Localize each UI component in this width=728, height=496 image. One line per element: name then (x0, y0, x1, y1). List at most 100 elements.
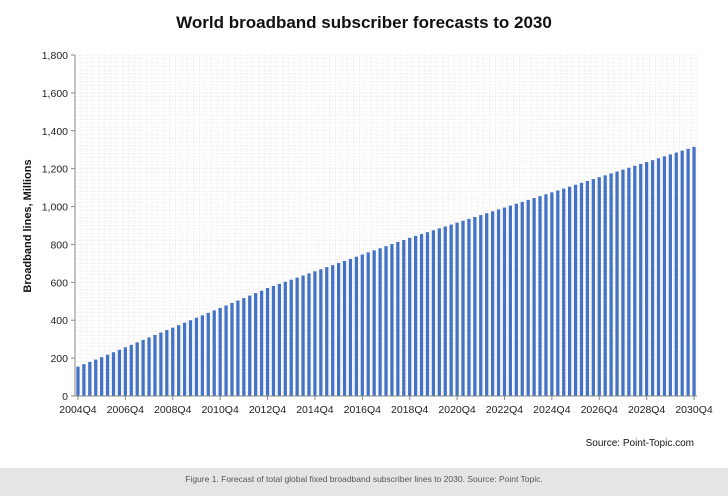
y-tick-label: 0 (62, 391, 68, 403)
bar-2022Q1 (485, 213, 489, 396)
bar-2008Q4 (171, 327, 175, 396)
x-tick-label: 2016Q4 (344, 404, 382, 416)
y-axis-ticks: 0 200 400 600 800 1,000 1,200 1,400 1,600 1,800 (42, 50, 75, 403)
x-tick-label: 2004Q4 (59, 404, 97, 416)
bar-2006Q2 (111, 352, 116, 396)
bar-2020Q1 (437, 228, 441, 396)
bar-2012Q2 (254, 293, 258, 396)
bar-2007Q2 (135, 342, 139, 396)
bar-2028Q3 (639, 163, 643, 396)
bar-2022Q3 (496, 209, 501, 396)
bar-2022Q4 (502, 207, 507, 396)
bar-2005Q3 (94, 359, 98, 396)
x-tick-label: 2006Q4 (107, 404, 145, 416)
bar-2020Q2 (443, 226, 447, 396)
chart-axes (74, 55, 697, 397)
bar-2017Q1 (366, 252, 370, 396)
bar-2021Q4 (479, 215, 483, 396)
bar-2028Q4 (645, 162, 649, 396)
y-tick-label: 1,200 (42, 164, 68, 176)
bar-2015Q2 (325, 267, 329, 396)
x-axis-ticks: 2004Q4 2006Q4 2008Q4 2010Q4 2012Q4 2014Q4 2016… (59, 396, 713, 416)
bar-2019Q1 (413, 235, 418, 396)
bar-2015Q1 (319, 269, 323, 396)
bar-2016Q2 (348, 258, 353, 396)
bar-2008Q2 (159, 332, 163, 396)
bar-2025Q3 (568, 186, 572, 396)
bar-2026Q2 (585, 180, 590, 396)
bar-2013Q3 (283, 281, 287, 396)
bar-chart: 0 200 400 600 800 1,000 1,200 1,400 1,600 1,800 2… (42, 50, 713, 416)
bar-2012Q1 (248, 295, 252, 396)
bar-2011Q4 (242, 298, 246, 396)
bar-2026Q3 (591, 179, 595, 396)
bar-2005Q4 (100, 357, 104, 396)
bar-2023Q3 (520, 201, 524, 396)
chart-panel: World broadband subscriber forecasts to … (22, 13, 713, 449)
bar-2009Q4 (194, 317, 199, 396)
bar-2010Q2 (206, 312, 210, 396)
bar-2022Q2 (490, 211, 495, 396)
bar-2014Q2 (301, 275, 305, 396)
bar-2027Q4 (621, 169, 625, 396)
bar-2016Q1 (342, 260, 347, 396)
caption-bar: Figure 1. Forecast of total global fixed… (0, 468, 728, 496)
bar-2030Q3 (686, 148, 690, 396)
y-tick-label: 1,800 (42, 50, 68, 62)
bar-2011Q3 (236, 300, 240, 396)
bar-2015Q4 (336, 263, 341, 396)
x-tick-label: 2022Q4 (486, 404, 524, 416)
y-tick-label: 800 (50, 239, 68, 251)
bar-2009Q3 (188, 320, 193, 396)
bar-2024Q1 (532, 198, 536, 396)
bar-2016Q3 (354, 256, 359, 396)
bar-2029Q3 (662, 156, 667, 396)
x-tick-label: 2018Q4 (391, 404, 429, 416)
bar-2010Q3 (212, 310, 216, 396)
bar-2011Q1 (224, 305, 228, 396)
bar-2013Q2 (277, 283, 282, 396)
bar-2029Q1 (650, 160, 655, 396)
chart-bars (76, 146, 696, 396)
y-tick-label: 1,000 (42, 202, 68, 214)
bar-2024Q3 (544, 194, 548, 396)
bar-2019Q3 (425, 232, 430, 396)
chart-title: World broadband subscriber forecasts to … (176, 13, 552, 32)
bar-2027Q3 (615, 171, 619, 396)
y-tick-label: 200 (50, 353, 68, 365)
bar-2019Q2 (419, 234, 424, 396)
bar-2008Q3 (165, 330, 169, 396)
bar-2021Q3 (473, 216, 477, 396)
bar-2009Q1 (177, 325, 181, 396)
bar-2013Q1 (271, 285, 276, 396)
bar-2028Q2 (633, 165, 637, 396)
bar-2006Q3 (117, 349, 122, 396)
bar-2015Q3 (331, 265, 335, 396)
y-tick-label: 1,600 (42, 88, 68, 100)
bar-2029Q4 (668, 154, 672, 396)
bar-2025Q4 (573, 184, 578, 396)
x-tick-label: 2014Q4 (296, 404, 334, 416)
bar-2007Q3 (141, 339, 145, 396)
bar-2018Q3 (402, 239, 406, 396)
bar-2007Q4 (147, 337, 151, 396)
bar-2027Q2 (609, 173, 613, 396)
bar-2026Q1 (579, 182, 584, 396)
bar-2016Q4 (360, 254, 364, 396)
bar-2012Q4 (265, 288, 270, 396)
bar-2021Q1 (461, 220, 465, 396)
bar-2023Q1 (508, 205, 513, 396)
bar-2008Q1 (153, 334, 157, 396)
bar-2014Q4 (313, 271, 317, 396)
y-tick-label: 1,400 (42, 126, 68, 138)
bar-2005Q2 (88, 361, 92, 396)
bar-2014Q1 (295, 277, 299, 396)
bar-2026Q4 (597, 177, 601, 396)
bar-2005Q1 (82, 364, 86, 396)
bar-2018Q1 (390, 244, 394, 396)
bar-2030Q2 (680, 150, 684, 396)
x-tick-label: 2008Q4 (154, 404, 192, 416)
x-tick-label: 2020Q4 (438, 404, 476, 416)
bar-2017Q3 (378, 248, 382, 396)
bar-2029Q2 (656, 158, 661, 396)
